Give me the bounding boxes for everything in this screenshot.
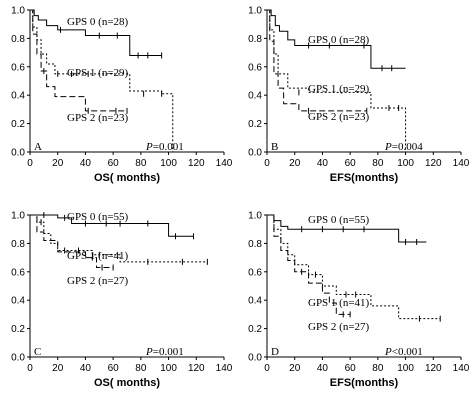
panel-a-series-2-line [30, 9, 127, 112]
panel-d-p-value: P<0.001 [384, 346, 423, 358]
panel-c-series-1-line [30, 214, 208, 263]
panel-b-x-tick-label: 40 [317, 158, 329, 169]
panel-a-p-value: P=0.001 [145, 141, 184, 153]
panel-a-series-1-label: GPS 1 (n=29) [67, 67, 129, 79]
panel-b-x-tick-label: 0 [264, 158, 270, 169]
panel-c-x-tick-label: 0 [27, 363, 33, 374]
panel-d-series-1-label: GPS 1 (n=41) [308, 297, 370, 309]
panel-a-letter: A [34, 141, 42, 153]
panel-a-x-tick-label: 20 [52, 158, 64, 169]
panel-d-x-tick-label: 0 [264, 363, 270, 374]
panel-b-y-tick-label: 0.4 [248, 91, 262, 102]
panel-c-p-value: P=0.001 [145, 346, 184, 358]
panel-d-series-2-label: GPS 2 (n=27) [308, 321, 370, 333]
panel-a-x-axis-label: OS( months) [94, 172, 160, 184]
panel-d-x-tick-label: 140 [453, 363, 470, 374]
panel-d-x-tick-label: 60 [345, 363, 357, 374]
panel-a-x-tick-label: 140 [216, 158, 233, 169]
panel-b-y-tick-label: 1.0 [248, 6, 262, 17]
panel-b-p-value: P=0.004 [384, 141, 423, 153]
panel-c-x-tick-label: 40 [80, 363, 92, 374]
panel-b-series-1-line [267, 9, 407, 152]
panel-b-series-0-line [267, 9, 406, 69]
panel-a-series-0-label: GPS 0 (n=28) [67, 16, 129, 28]
panel-d-y-tick-label: 0.8 [248, 239, 262, 250]
panel-d-letter: D [271, 346, 279, 358]
panel-d-series-0-label: GPS 0 (n=55) [308, 214, 370, 226]
panel-b-series-0-label: GPS 0 (n=28) [308, 34, 370, 46]
panel-b-x-tick-label: 60 [345, 158, 357, 169]
panel-d-y-tick-label: 0.2 [248, 324, 262, 335]
panel-c-series-0-line [30, 214, 194, 237]
panel-c-series-1-label: GPS 1 (n=41) [67, 250, 129, 262]
panel-a-series-1-line [30, 9, 174, 152]
panel-a-series-2-label: GPS 2 (n=23) [67, 112, 129, 124]
panel-a-y-tick-label: 0.2 [11, 119, 25, 130]
panel-d-x-tick-label: 20 [289, 363, 301, 374]
panel-a-y-tick-label: 1.0 [11, 6, 25, 17]
panel-c-y-tick-label: 1.0 [11, 211, 25, 222]
panel-d-x-tick-label: 40 [317, 363, 329, 374]
panel-a-y-tick-label: 0.0 [11, 148, 25, 159]
panel-a-x-tick-label: 40 [80, 158, 92, 169]
panel-c-x-tick-label: 80 [135, 363, 147, 374]
panel-d-x-axis-label: EFS(months) [330, 377, 399, 389]
panel-a-y-tick-label: 0.8 [11, 34, 25, 45]
panel-b-y-tick-label: 0.8 [248, 34, 262, 45]
panel-c-series-2-line [30, 214, 114, 269]
panel-b-x-axis-label: EFS(months) [330, 172, 399, 184]
panel-c-y-tick-label: 0.8 [11, 239, 25, 250]
panel-a-x-tick-label: 100 [160, 158, 177, 169]
panel-c-x-tick-label: 140 [216, 363, 233, 374]
panel-a-y-tick-label: 0.4 [11, 91, 25, 102]
panel-c-series-0-label: GPS 0 (n=55) [67, 211, 129, 223]
panel-b-series-2-label: GPS 2 (n=23) [308, 111, 370, 123]
panel-c-y-tick-label: 0.4 [11, 296, 25, 307]
panel-c-x-tick-label: 100 [160, 363, 177, 374]
panel-d-y-tick-label: 0.4 [248, 296, 262, 307]
panel-c-x-tick-label: 20 [52, 363, 64, 374]
panel-d-x-tick-label: 100 [397, 363, 414, 374]
panel-d-y-tick-label: 0.0 [248, 353, 262, 364]
panel-c-y-tick-label: 0.6 [11, 267, 25, 278]
panel-a-x-tick-label: 120 [188, 158, 205, 169]
panel-d-y-tick-label: 1.0 [248, 211, 262, 222]
panel-c-x-tick-label: 120 [188, 363, 205, 374]
panel-a-x-tick-label: 80 [135, 158, 147, 169]
panel-b-x-tick-label: 80 [372, 158, 384, 169]
panel-c-x-tick-label: 60 [108, 363, 120, 374]
panel-b-y-tick-label: 0.0 [248, 148, 262, 159]
panel-a-y-tick-label: 0.6 [11, 62, 25, 73]
panel-b-series-2-line [267, 9, 367, 112]
panel-d-x-tick-label: 120 [425, 363, 442, 374]
panel-c-letter: C [34, 346, 41, 358]
panel-b-y-tick-label: 0.2 [248, 119, 262, 130]
panel-b-y-tick-label: 0.6 [248, 62, 262, 73]
panel-b-x-tick-label: 100 [397, 158, 414, 169]
panel-c-y-tick-label: 0.0 [11, 353, 25, 364]
panel-b-letter: B [271, 141, 278, 153]
panel-a-series-0-line [30, 9, 162, 56]
panel-a-x-tick-label: 0 [27, 158, 33, 169]
panel-d-y-tick-label: 0.6 [248, 267, 262, 278]
panel-b-series-1-label: GPS 1 (n=29) [308, 83, 370, 95]
panel-c-y-tick-label: 0.2 [11, 324, 25, 335]
panel-d-series-1-line [267, 214, 441, 320]
panel-b-x-tick-label: 120 [425, 158, 442, 169]
panel-b-x-tick-label: 140 [453, 158, 470, 169]
panel-c-x-axis-label: OS( months) [94, 377, 160, 389]
panel-d-x-tick-label: 80 [372, 363, 384, 374]
panel-c-series-2-label: GPS 2 (n=27) [67, 275, 129, 287]
panel-b-x-tick-label: 20 [289, 158, 301, 169]
panel-a-x-tick-label: 60 [108, 158, 120, 169]
